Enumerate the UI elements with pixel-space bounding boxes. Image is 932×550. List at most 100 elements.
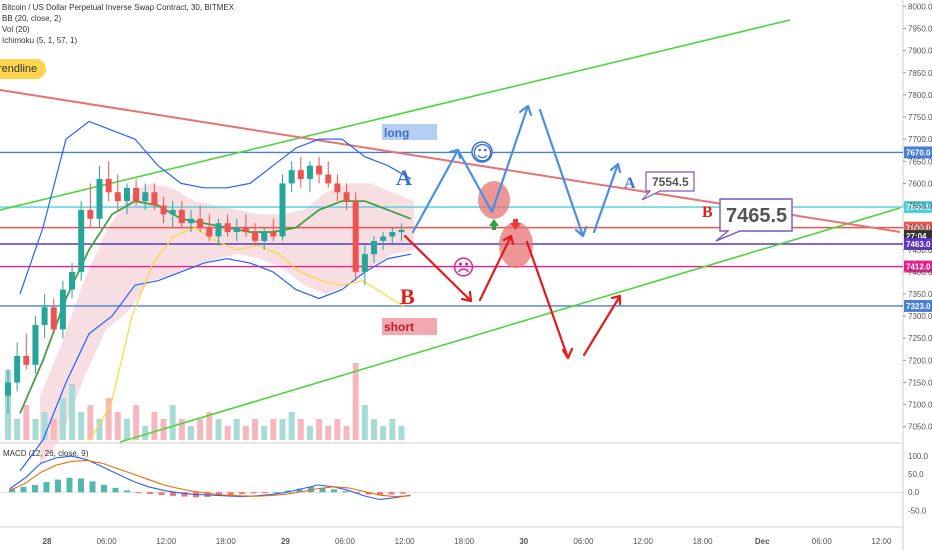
candle-body <box>371 240 377 255</box>
price-tick-label: 7350.0 <box>908 290 932 299</box>
macd-hist-bar <box>158 492 165 496</box>
candle-body <box>32 324 39 365</box>
time-tick-label: 12:00 <box>871 537 892 546</box>
volume-indicator-label[interactable]: Vol (20) <box>2 25 30 34</box>
candle-body <box>105 178 112 193</box>
macd-tick-label: 100.0 <box>908 452 929 461</box>
macd-pane[interactable] <box>0 455 903 501</box>
level-tag <box>904 238 932 251</box>
red-down-arrow-icon <box>510 219 521 230</box>
time-tick-label: 30 <box>519 537 528 546</box>
macd-hist-bar <box>170 492 176 496</box>
volume-bar <box>178 419 185 440</box>
macd-tick-label: 0.0 <box>908 488 920 497</box>
price-tick-label: 7750.0 <box>908 113 932 122</box>
volume-bar <box>23 405 30 440</box>
trendline-button[interactable]: rendline <box>0 59 46 79</box>
macd-hist-bar <box>66 477 73 493</box>
macd-hist-bar <box>147 492 153 495</box>
ichimoku-indicator-label[interactable]: Ichimoku (5, 1, 57, 1) <box>2 36 78 45</box>
volume-bar <box>197 419 204 440</box>
price-tick-label: 7900.0 <box>908 47 932 56</box>
volume-bar <box>169 405 176 440</box>
candle-body <box>389 232 396 237</box>
time-tick-label: 12:00 <box>395 537 416 546</box>
price-tick-label: 7550.0 <box>908 202 932 211</box>
red-circle-lower[interactable] <box>499 222 533 268</box>
long-box[interactable] <box>382 124 437 140</box>
volume-bar <box>151 412 158 440</box>
volume-bar <box>50 419 57 440</box>
candles <box>5 156 405 414</box>
volume-bar <box>59 398 66 440</box>
volume-bar <box>398 426 405 440</box>
macd-hist-bar <box>400 492 406 494</box>
macd-legend[interactable]: MACD (12, 26, close, 9) <box>3 449 89 458</box>
time-tick-label: 06:00 <box>812 537 833 546</box>
candle-body <box>334 183 341 193</box>
short-label: short <box>384 320 414 334</box>
volume-bar <box>105 398 112 440</box>
macd-hist-bar <box>32 485 38 493</box>
level-tag <box>904 260 932 273</box>
volume-bar <box>87 405 94 440</box>
price-tick-label: 7800.0 <box>908 91 932 100</box>
candle-body <box>50 307 57 330</box>
candle-body <box>197 218 204 228</box>
symbol-title[interactable]: Bitcoin / US Dollar Perpetual Inverse Sw… <box>2 3 235 12</box>
macd-hist-bar <box>250 492 257 494</box>
time-tick-label: 12:00 <box>633 537 654 546</box>
volume-bar <box>325 426 332 440</box>
volume-bar <box>142 426 149 440</box>
volume-bar <box>252 419 259 440</box>
red-arrows[interactable] <box>403 234 622 360</box>
volume-bar <box>306 426 313 440</box>
macd-line <box>9 455 411 501</box>
candle-body <box>288 170 295 184</box>
macd-hist-bar <box>181 492 188 497</box>
callout-7554[interactable]: 7554.5 <box>641 171 695 201</box>
green-channel-upper[interactable] <box>0 19 791 211</box>
sad-face-icon: ☹ <box>452 256 475 281</box>
time-tick-label: 29 <box>281 537 290 546</box>
candle-body <box>352 201 359 272</box>
blue-arrows[interactable] <box>411 104 622 238</box>
candle-body <box>151 192 158 206</box>
candle-body <box>188 218 194 224</box>
level-tag-label: 7670.0 <box>906 148 931 157</box>
candle-body <box>306 165 313 179</box>
candle-body <box>142 192 149 202</box>
time-axis[interactable]: 28 06:00 12:00 18:00 29 06:00 12:00 18:00 30 06:0… <box>43 537 892 546</box>
short-box[interactable] <box>382 318 437 335</box>
volume-bar <box>389 419 396 440</box>
drawings[interactable]: long short A B A B ☺ ☹ 7554.5 7465.5 <box>382 104 793 360</box>
price-axis[interactable]: 8000.0 7950.0 7900.0 7850.0 7800.0 7750.0 7700… <box>903 2 932 515</box>
candle-body <box>325 174 332 184</box>
macd-hist-bar <box>285 490 291 493</box>
macd-hist-bar <box>55 479 61 493</box>
level-tag-label: 7463.0 <box>906 240 931 249</box>
macd-hist-bar <box>20 486 27 493</box>
volume-bar <box>261 426 268 440</box>
time-tick-label: 12:00 <box>156 537 177 546</box>
macd-hist-bar <box>239 492 245 495</box>
green-channel-lower[interactable] <box>119 207 901 443</box>
red-circle-upper[interactable] <box>478 181 510 219</box>
candle-body <box>23 355 30 365</box>
bb-indicator-label[interactable]: BB (20, close, 2) <box>2 14 62 23</box>
axis-background <box>903 0 932 550</box>
volume-bar <box>343 426 350 440</box>
macd-hist-bar <box>388 492 395 495</box>
time-tick-label: 06:00 <box>97 537 118 546</box>
time-tick-label: 18:00 <box>454 537 475 546</box>
candle-body <box>133 187 140 202</box>
candle-body <box>14 355 21 383</box>
callout-7465[interactable]: 7465.5 <box>715 198 793 242</box>
macd-hist-bar <box>124 490 130 493</box>
candle-body <box>114 192 121 202</box>
price-tick-label: 7150.0 <box>908 378 932 387</box>
level-tag <box>904 146 932 159</box>
candle-body <box>279 183 286 237</box>
